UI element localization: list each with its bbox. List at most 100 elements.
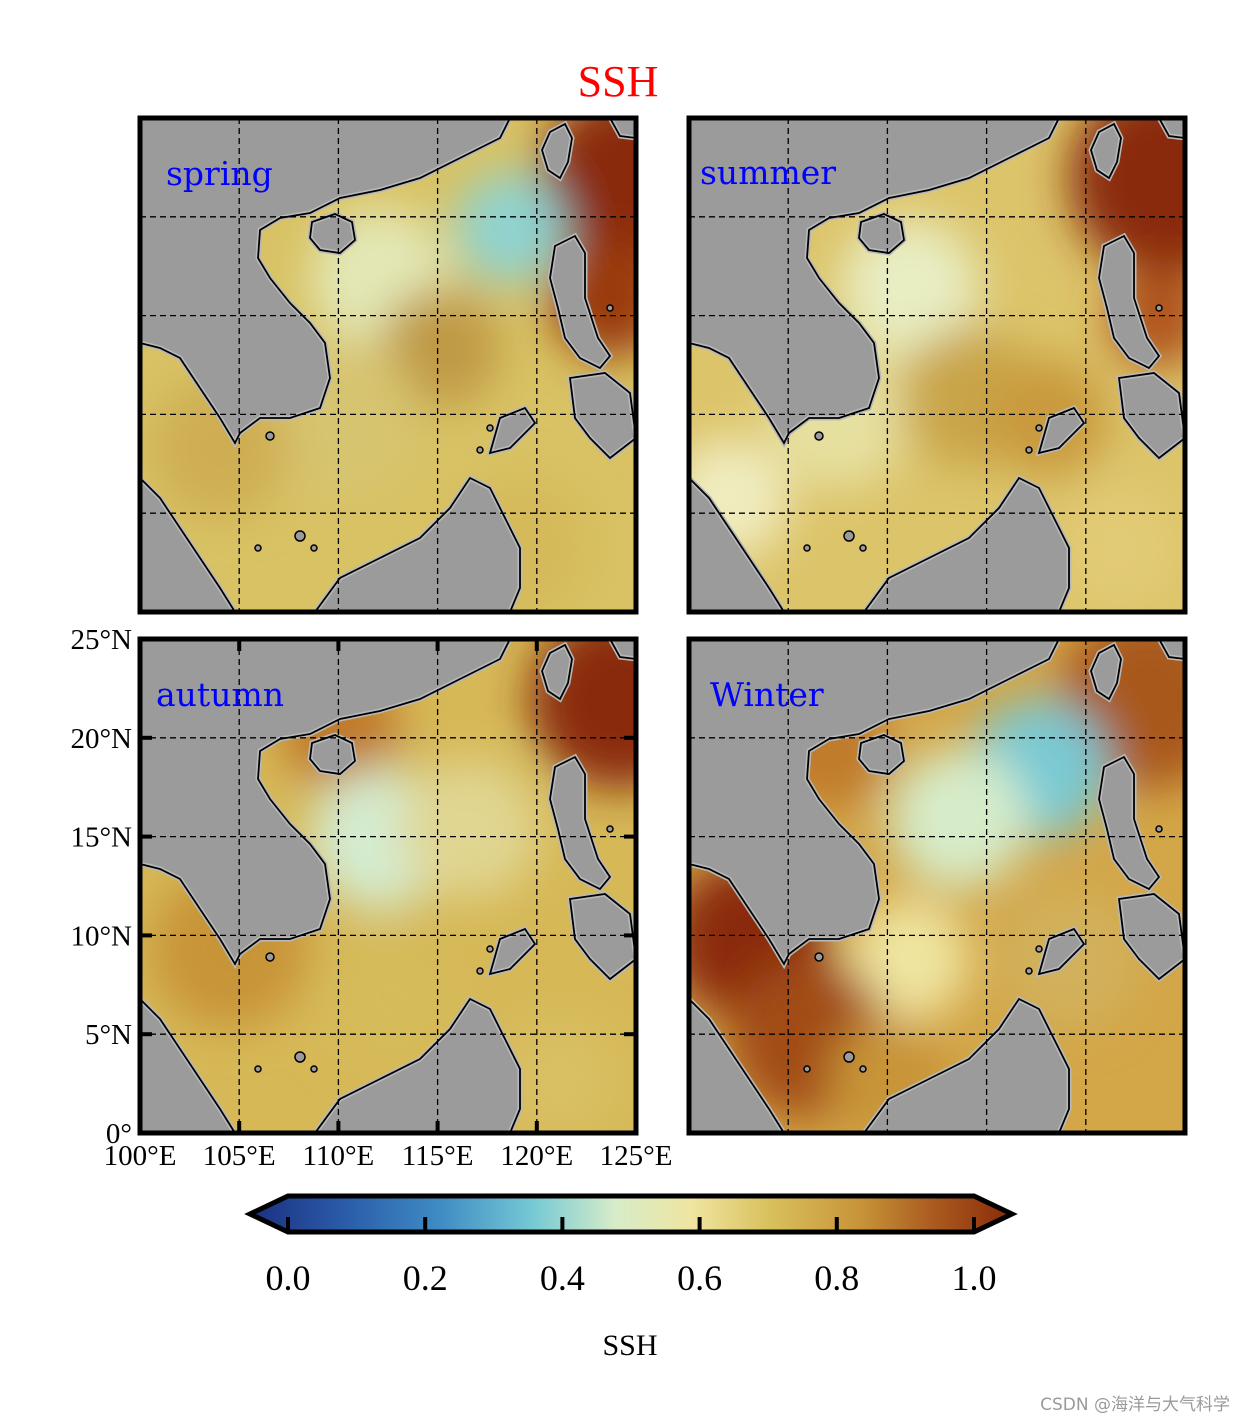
island — [814, 431, 824, 441]
island — [254, 1065, 262, 1073]
coastline — [689, 639, 1061, 966]
coastline — [689, 118, 1061, 445]
coastline — [488, 927, 537, 976]
coastline — [1037, 406, 1086, 455]
x-tick-label: 110°E — [303, 1140, 375, 1172]
colorbar-label: SSH — [602, 1329, 657, 1362]
panel-summer: summer — [686, 115, 1188, 615]
colorbar-tick-label: 0.4 — [540, 1258, 585, 1298]
y-tick-label: 20°N — [70, 723, 132, 755]
coastline — [568, 893, 636, 981]
coastline — [140, 476, 237, 612]
ssh-anomaly — [849, 899, 969, 1019]
panel-spring: spring — [137, 115, 639, 615]
land-mask — [689, 639, 1185, 1133]
coastline — [862, 997, 1070, 1133]
coastline — [858, 734, 905, 775]
coastline — [1157, 639, 1185, 660]
coastline — [488, 406, 537, 455]
coastline — [608, 639, 636, 660]
season-label: spring — [166, 154, 273, 193]
x-tick-label: 120°E — [500, 1140, 573, 1172]
coastline — [309, 213, 356, 254]
colorbar-tick-label: 0.8 — [814, 1258, 859, 1298]
island — [486, 945, 494, 953]
ssh-anomaly — [889, 749, 1029, 889]
y-tick-label: 25°N — [70, 624, 132, 656]
coastline — [541, 122, 573, 180]
colorbar-tick-label: 1.0 — [952, 1258, 997, 1298]
island — [1025, 967, 1033, 975]
coastline — [1117, 893, 1185, 981]
island — [606, 825, 614, 833]
coastline — [862, 476, 1070, 612]
ssh-anomaly — [1059, 488, 1179, 608]
coastline — [568, 372, 636, 460]
x-tick-label: 100°E — [104, 1140, 177, 1172]
island — [859, 544, 867, 552]
season-label: Winter — [710, 675, 824, 714]
colorbar: 0.0 0.2 0.4 0.6 0.8 1.0 SSH — [244, 1193, 1018, 1362]
coastline — [1098, 755, 1161, 891]
island — [254, 544, 262, 552]
colorbar-tick-label: 0.6 — [677, 1258, 722, 1298]
x-tick-label: 105°E — [203, 1140, 276, 1172]
coastline — [140, 997, 237, 1133]
coastline — [1090, 122, 1122, 180]
x-tick-label: 115°E — [402, 1140, 474, 1172]
colorbar-tick-label: 0.2 — [403, 1258, 448, 1298]
land-mask — [689, 118, 1185, 612]
island — [265, 431, 275, 441]
coastline — [313, 476, 521, 612]
figure-title: SSH — [578, 57, 659, 106]
coastline — [1117, 372, 1185, 460]
island — [1155, 825, 1163, 833]
coastline — [140, 118, 512, 445]
coastline — [541, 643, 573, 701]
coastline — [689, 997, 786, 1133]
coastline — [858, 213, 905, 254]
coastline — [608, 118, 636, 139]
island — [294, 1051, 306, 1063]
ssh-anomaly — [380, 288, 500, 408]
island — [859, 1065, 867, 1073]
panel-frame — [686, 115, 1188, 615]
colorbar-tick-label: 0.0 — [266, 1258, 311, 1298]
colorbar-body — [244, 1193, 1018, 1235]
coastline — [309, 734, 356, 775]
island — [1035, 945, 1043, 953]
panel-frame — [137, 636, 639, 1136]
coastline — [549, 234, 612, 370]
coastline — [1157, 118, 1185, 139]
panel-autumn: autumn — [137, 636, 639, 1136]
coastline — [313, 997, 521, 1133]
y-tick-label: 0° — [106, 1118, 132, 1150]
x-tick-label: 125°E — [600, 1140, 673, 1172]
axes-ticks: 100°E 105°E 110°E 115°E 120°E 125°E 25°N 20°N 15… — [70, 624, 672, 1172]
coastline — [1098, 234, 1161, 370]
island — [476, 967, 484, 975]
island — [606, 304, 614, 312]
panel-frame — [137, 115, 639, 615]
island — [310, 544, 318, 552]
panel-frame — [686, 636, 1188, 1136]
island — [1155, 304, 1163, 312]
panel-winter: Winter — [686, 636, 1188, 1136]
ssh-anomaly — [400, 759, 540, 899]
island — [486, 424, 494, 432]
island — [1035, 424, 1043, 432]
land-mask — [140, 118, 636, 612]
island — [814, 952, 824, 962]
island — [803, 544, 811, 552]
island — [843, 530, 855, 542]
y-tick-label: 10°N — [70, 920, 132, 952]
island — [1025, 446, 1033, 454]
island — [310, 1065, 318, 1073]
coastline — [549, 755, 612, 891]
island — [476, 446, 484, 454]
island — [803, 1065, 811, 1073]
season-label: summer — [700, 153, 836, 192]
island — [843, 1051, 855, 1063]
season-label: autumn — [156, 675, 284, 714]
